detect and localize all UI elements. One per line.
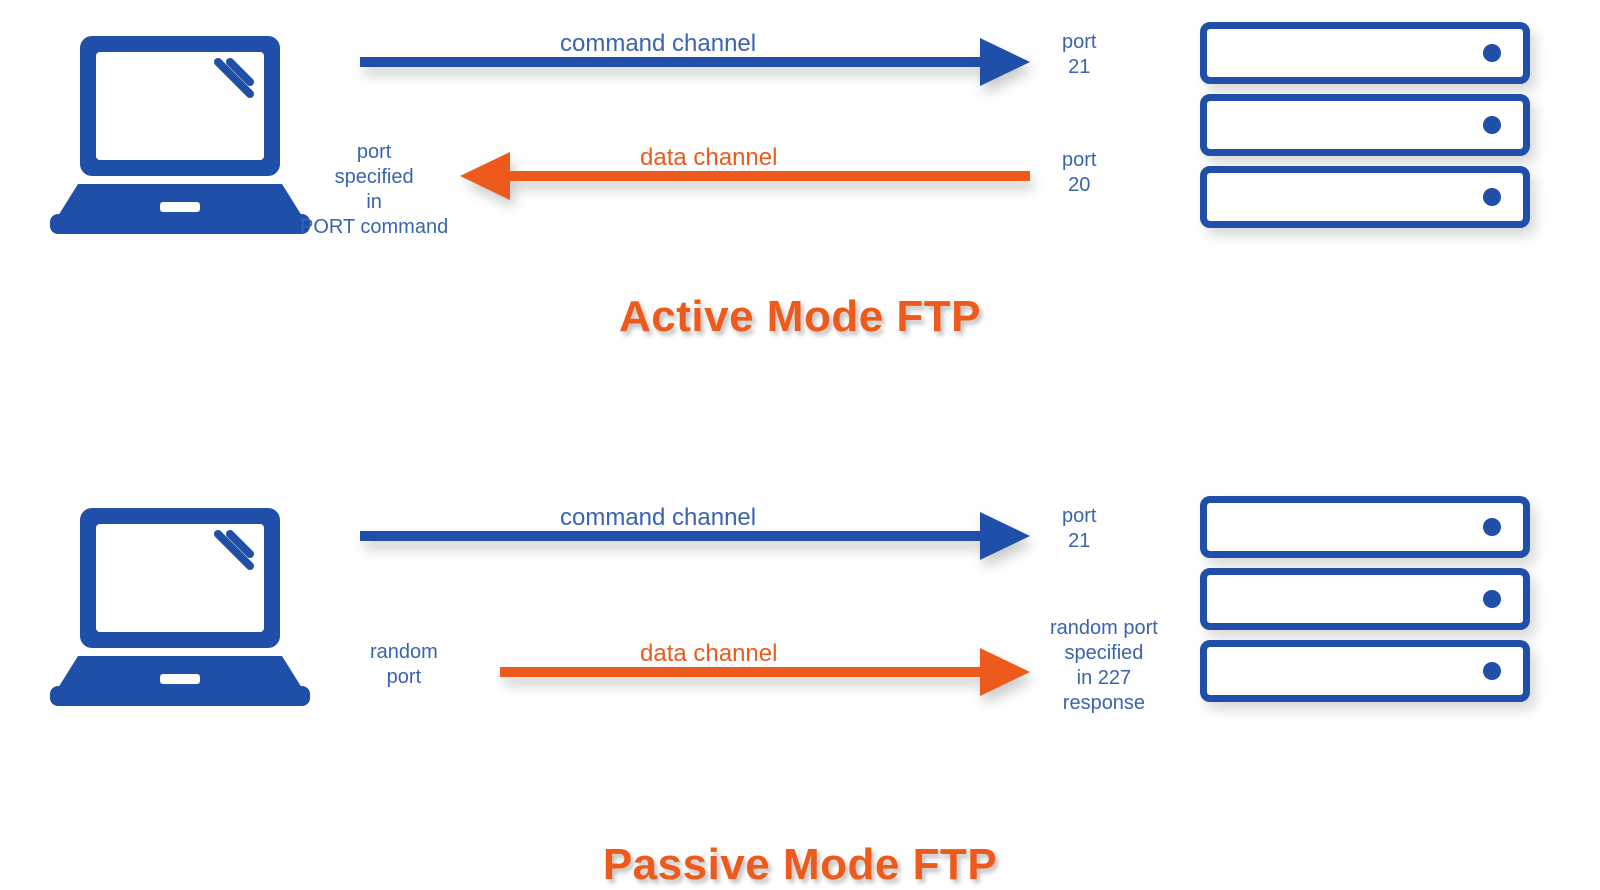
passive-mode-title: Passive Mode FTP [0,840,1600,890]
server-led-icon [1483,518,1501,536]
port-label-right-cmd: port21 [1062,30,1096,80]
server-stack-icon [1200,496,1530,712]
port-label-right-data: port20 [1062,148,1096,198]
server-led-icon [1483,662,1501,680]
arrow-label-cmd: command channel [560,30,756,58]
server-led-icon [1483,590,1501,608]
server-unit [1200,568,1530,630]
server-led-icon [1483,116,1501,134]
laptop-icon [50,500,310,720]
port-label-right-data: random portspecifiedin 227response [1050,616,1158,716]
arrow-label-data: data channel [640,640,777,668]
server-unit [1200,640,1530,702]
arrow-label-data: data channel [640,144,777,172]
server-led-icon [1483,188,1501,206]
server-unit [1200,22,1530,84]
server-unit [1200,166,1530,228]
server-stack-icon [1200,22,1530,238]
port-label-left-data: portspecifiedinPORT command [300,140,448,240]
port-label-left-data: randomport [370,640,438,690]
active-mode-title: Active Mode FTP [0,292,1600,342]
port-label-right-cmd: port21 [1062,504,1096,554]
server-unit [1200,496,1530,558]
arrow-label-cmd: command channel [560,504,756,532]
server-led-icon [1483,44,1501,62]
laptop-icon [50,28,310,248]
server-unit [1200,94,1530,156]
